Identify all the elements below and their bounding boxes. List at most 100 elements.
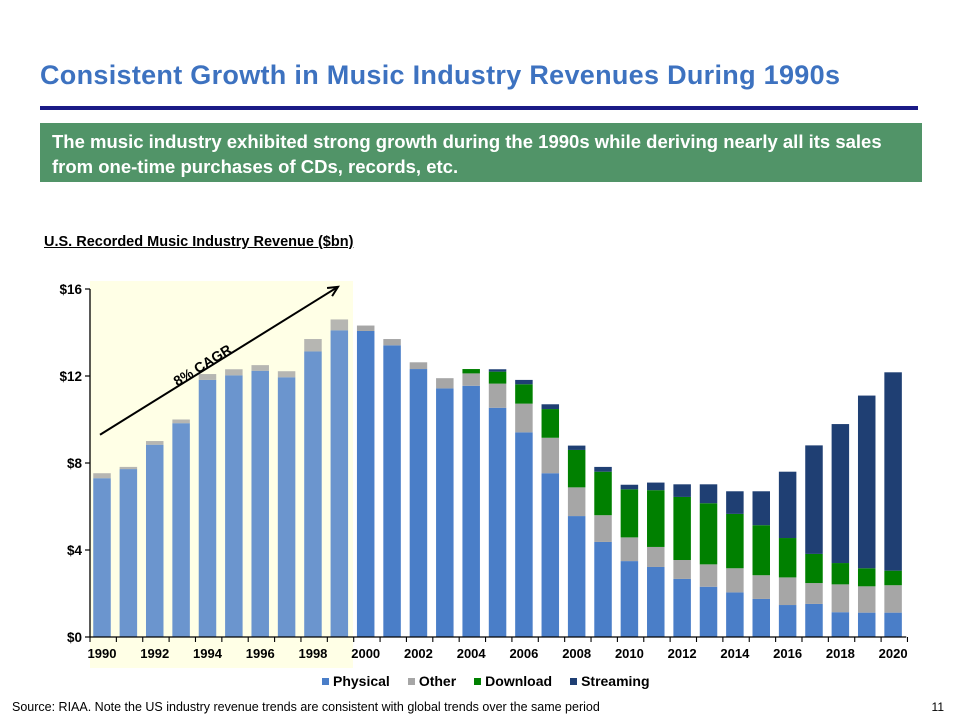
- bar-download-2004: [462, 369, 480, 374]
- bar-other-1998: [304, 339, 322, 352]
- bar-other-2001: [383, 339, 401, 346]
- bar-physical-1999: [330, 330, 349, 637]
- bar-other-1994: [198, 374, 217, 380]
- bar-other-2016: [778, 577, 797, 606]
- bar-streaming-2009: [594, 466, 612, 472]
- x-tick-label: 2004: [457, 646, 487, 661]
- bar-streaming-2006: [515, 379, 533, 385]
- bar-physical-2017: [805, 603, 823, 637]
- y-tick-label: $0: [67, 630, 82, 645]
- bar-download-2013: [699, 503, 718, 565]
- bar-other-2012: [673, 560, 691, 579]
- x-tick-label: 1990: [88, 646, 117, 661]
- bar-physical-2006: [515, 432, 533, 637]
- bar-streaming-2018: [831, 424, 850, 564]
- x-tick-label: 2008: [562, 646, 591, 661]
- bar-physical-2015: [752, 598, 770, 637]
- bar-physical-2019: [857, 612, 876, 637]
- x-tick-label: 2010: [615, 646, 644, 661]
- bar-physical-2002: [409, 369, 428, 637]
- bar-other-1995: [225, 369, 243, 376]
- legend-item-other: Other: [407, 673, 457, 689]
- key-message-box: The music industry exhibited strong grow…: [40, 123, 922, 182]
- bar-other-1999: [330, 319, 349, 331]
- bar-physical-1993: [172, 423, 190, 637]
- bar-physical-2003: [436, 388, 454, 637]
- x-tick-label: 2014: [720, 646, 750, 661]
- x-tick-label: 2006: [509, 646, 538, 661]
- y-tick-label: $16: [59, 282, 82, 297]
- bar-download-2016: [778, 538, 797, 578]
- x-tick-label: 1996: [246, 646, 275, 661]
- bar-physical-2013: [699, 586, 718, 637]
- legend-label: Streaming: [581, 673, 650, 689]
- cagr-arrowhead-icon: [326, 285, 340, 297]
- x-tick-label: 2020: [879, 646, 908, 661]
- bar-download-2005: [488, 371, 507, 384]
- bar-other-2007: [541, 437, 560, 474]
- bar-download-2017: [805, 553, 823, 584]
- page-title: Consistent Growth in Music Industry Reve…: [40, 60, 841, 90]
- bar-streaming-2013: [699, 484, 718, 504]
- bar-download-2010: [620, 489, 639, 538]
- bar-physical-1994: [198, 379, 217, 637]
- bar-download-2014: [726, 513, 744, 569]
- bar-other-2019: [857, 586, 876, 613]
- bar-other-2004: [462, 373, 480, 386]
- bar-physical-1991: [119, 469, 138, 637]
- bar-streaming-2015: [752, 491, 770, 526]
- bar-download-2019: [857, 568, 876, 587]
- bar-physical-2005: [488, 407, 507, 637]
- bar-other-2015: [752, 575, 770, 599]
- bar-download-2020: [884, 570, 902, 586]
- x-tick-label: 1994: [193, 646, 223, 661]
- bar-physical-2011: [647, 566, 665, 637]
- bar-other-1993: [172, 419, 190, 424]
- bar-physical-2000: [356, 330, 375, 637]
- bar-other-2002: [409, 362, 428, 370]
- bar-other-2003: [436, 378, 454, 389]
- bar-download-2015: [752, 525, 770, 576]
- bar-other-2009: [594, 515, 612, 542]
- x-tick-label: 2000: [351, 646, 380, 661]
- bar-streaming-2011: [647, 482, 665, 491]
- bar-streaming-2019: [857, 395, 876, 569]
- legend-swatch-other: [407, 677, 415, 685]
- chart-legend: Physical Other Download Streaming: [322, 673, 668, 689]
- bar-other-2011: [647, 546, 665, 567]
- y-tick-label: $4: [67, 543, 83, 558]
- y-tick-label: $12: [59, 369, 82, 384]
- bar-physical-2009: [594, 541, 612, 637]
- bar-download-2011: [647, 490, 665, 547]
- bar-other-2008: [567, 487, 586, 517]
- x-tick-label: 1992: [140, 646, 169, 661]
- bar-physical-1997: [277, 377, 296, 637]
- bar-other-2006: [515, 403, 533, 433]
- legend-swatch-download: [474, 677, 482, 685]
- legend-label: Other: [418, 673, 457, 689]
- bar-streaming-2014: [726, 491, 744, 514]
- page-number: 11: [931, 700, 944, 714]
- legend-swatch-streaming: [570, 677, 578, 685]
- legend-item-physical: Physical: [322, 673, 390, 689]
- legend-label: Physical: [333, 673, 390, 689]
- bar-other-2005: [488, 383, 507, 408]
- x-tick-label: 1998: [298, 646, 327, 661]
- legend-item-streaming: Streaming: [570, 673, 650, 689]
- legend-item-download: Download: [474, 673, 552, 689]
- bar-physical-2008: [567, 516, 586, 637]
- bar-download-2008: [567, 449, 586, 488]
- bar-other-1997: [277, 371, 296, 378]
- bar-streaming-2016: [778, 471, 797, 539]
- bar-other-1991: [119, 466, 138, 470]
- chart-title: U.S. Recorded Music Industry Revenue ($b…: [44, 234, 354, 250]
- bar-physical-1996: [251, 370, 269, 637]
- bar-download-2018: [831, 563, 850, 585]
- bar-streaming-2005: [488, 369, 507, 372]
- bar-physical-2007: [541, 473, 560, 637]
- bar-physical-1992: [145, 444, 164, 637]
- bar-other-2020: [884, 585, 902, 613]
- bar-streaming-2008: [567, 445, 586, 450]
- x-tick-label: 2002: [404, 646, 433, 661]
- bar-streaming-2010: [620, 484, 639, 490]
